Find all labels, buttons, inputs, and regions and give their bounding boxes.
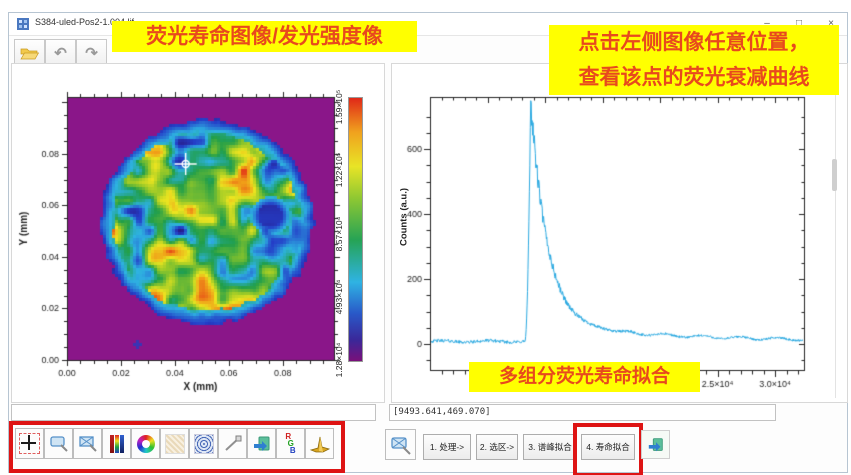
zoom-box-icon [49,435,68,452]
colorbar-label: 1.22×10⁵ [334,152,344,188]
close-button[interactable]: × [828,18,834,29]
step-1-process-button[interactable]: 1. 处理-> [423,434,471,460]
export-image-icon [648,437,663,451]
panel-scrollbar-track [835,68,836,398]
decay-curve-panel: Counts (a.u.) [391,63,848,403]
color-scale-icon [109,434,124,453]
minimize-button[interactable]: – [764,18,770,29]
open-folder-icon [19,48,39,59]
crosshair-select-button[interactable] [15,428,44,459]
export-result-button[interactable] [641,430,670,459]
zoom-box-button[interactable] [44,428,73,459]
fit-view-button[interactable] [385,429,416,460]
surface-3d-button[interactable] [305,428,334,459]
annotation-click-image-line2: 查看该点的荧光衰减曲线 [578,66,810,89]
line-profile-button[interactable] [218,428,247,459]
window-title: S384-uled-Pos2-1.004.lif [35,17,135,27]
pattern-light-button[interactable] [160,428,189,459]
pattern-light-icon [164,433,185,454]
colorbar-label: 8.57×10⁴ [334,216,344,252]
export-image-icon [253,436,269,451]
redo-icon: ↷ [85,45,98,62]
annotation-click-image-line1: 点击左侧图像任意位置， [578,31,810,54]
left-status-readout [11,404,376,421]
annotation-click-image: 点击左侧图像任意位置， 查看该点的荧光衰减曲线 [549,25,839,95]
zoom-fit-icon [78,435,97,452]
panel-scrollbar-thumb[interactable] [832,159,837,191]
pattern-mosaic-icon [193,433,214,454]
zoom-fit-button[interactable] [73,428,102,459]
fluorescence-decay-plot[interactable] [392,64,847,402]
cursor-coordinates-readout: [9493.641,469.070] [389,404,776,421]
line-profile-icon [224,435,241,451]
fluorescence-lifetime-image[interactable] [12,64,384,402]
colorbar [348,97,363,362]
export-image-button[interactable] [247,428,276,459]
undo-icon: ↶ [54,45,67,62]
colorbar-label: 1.28×10⁴ [334,342,344,378]
rgb-channels-button[interactable]: R G B [276,428,305,459]
color-wheel-button[interactable] [131,428,160,459]
step-3-peak-fit-button[interactable]: 3. 谱峰拟合 [523,434,577,460]
annotation-multicomponent-fit: 多组分荧光寿命拟合 [469,362,700,392]
color-scale-button[interactable] [102,428,131,459]
zoom-fit-icon [390,436,411,455]
rgb-channels-icon: R G B [285,432,296,455]
maximize-button[interactable]: □ [795,18,803,29]
pattern-mosaic-button[interactable] [189,428,218,459]
surface-3d-icon [309,436,330,452]
step-4-lifetime-fit-button[interactable]: 4. 寿命拟合 [581,434,635,460]
lifetime-image-panel: 1.28×10⁴ 4.93×10⁴ 8.57×10⁴ 1.22×10⁵ 1.59… [11,63,385,403]
color-wheel-icon [136,434,155,453]
colorbar-label: 1.59×10⁵ [334,89,344,125]
colorbar-label: 4.93×10⁴ [334,279,344,315]
crosshair-icon [19,433,40,454]
app-icon [17,18,29,30]
step-2-select-region-button[interactable]: 2. 选区-> [476,434,518,460]
y-axis-title: Counts (a.u.) [398,187,410,247]
annotation-lifetime-image: 荧光寿命图像/发光强度像 [112,21,417,52]
